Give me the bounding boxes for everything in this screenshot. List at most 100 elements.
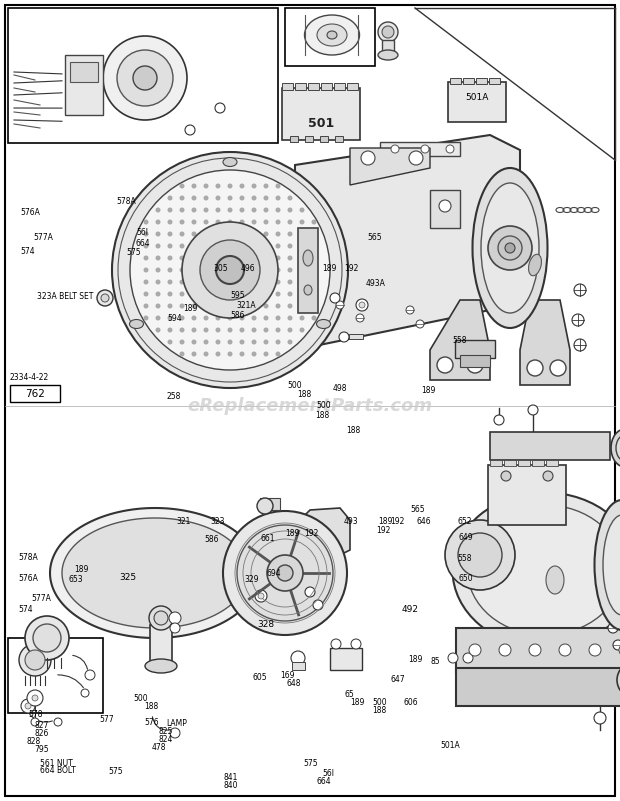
Circle shape xyxy=(275,207,280,212)
Bar xyxy=(476,78,487,84)
Circle shape xyxy=(391,145,399,153)
Circle shape xyxy=(488,226,532,270)
Text: 500: 500 xyxy=(316,400,331,409)
Circle shape xyxy=(167,328,172,332)
Bar xyxy=(298,228,318,313)
Circle shape xyxy=(228,340,232,344)
Circle shape xyxy=(572,314,584,326)
Circle shape xyxy=(617,662,620,698)
Text: 650: 650 xyxy=(459,574,474,583)
Circle shape xyxy=(275,244,280,248)
Circle shape xyxy=(252,183,257,188)
Polygon shape xyxy=(50,508,260,638)
Ellipse shape xyxy=(378,50,398,60)
Text: 496: 496 xyxy=(241,264,255,273)
Bar xyxy=(450,78,461,84)
Bar xyxy=(8,638,103,713)
Text: 169: 169 xyxy=(280,671,294,680)
Text: 189: 189 xyxy=(74,565,89,574)
Circle shape xyxy=(311,231,316,236)
Circle shape xyxy=(216,231,221,236)
Circle shape xyxy=(501,471,511,481)
Circle shape xyxy=(299,292,304,296)
Ellipse shape xyxy=(528,254,541,276)
Circle shape xyxy=(228,231,232,236)
Text: 478: 478 xyxy=(152,743,166,752)
Circle shape xyxy=(180,231,185,236)
Polygon shape xyxy=(430,300,490,380)
Circle shape xyxy=(81,689,89,697)
Circle shape xyxy=(275,183,280,188)
Circle shape xyxy=(239,304,244,308)
Circle shape xyxy=(252,244,257,248)
Circle shape xyxy=(613,640,620,650)
Text: 565: 565 xyxy=(410,505,425,513)
Text: 578: 578 xyxy=(28,710,42,719)
Circle shape xyxy=(228,304,232,308)
Text: 500: 500 xyxy=(372,698,387,707)
Bar xyxy=(10,385,60,402)
Circle shape xyxy=(252,207,257,212)
Text: 574: 574 xyxy=(19,605,33,614)
Circle shape xyxy=(167,207,172,212)
Circle shape xyxy=(216,256,244,284)
Circle shape xyxy=(180,256,185,260)
Text: 661: 661 xyxy=(260,534,275,543)
Text: 493: 493 xyxy=(344,517,359,525)
Circle shape xyxy=(574,339,586,351)
Text: 329: 329 xyxy=(245,575,259,584)
Circle shape xyxy=(499,644,511,656)
Circle shape xyxy=(156,256,161,260)
Circle shape xyxy=(192,304,197,308)
Text: 192: 192 xyxy=(391,517,405,525)
Circle shape xyxy=(203,207,208,212)
Circle shape xyxy=(200,240,260,300)
Circle shape xyxy=(19,644,51,676)
Text: 192: 192 xyxy=(376,526,391,535)
Circle shape xyxy=(239,340,244,344)
Ellipse shape xyxy=(453,493,620,647)
Circle shape xyxy=(143,268,149,272)
Circle shape xyxy=(156,244,161,248)
Circle shape xyxy=(378,22,398,42)
Text: 594: 594 xyxy=(167,314,182,323)
Circle shape xyxy=(264,352,268,356)
Circle shape xyxy=(239,316,244,320)
Text: 500: 500 xyxy=(133,694,148,703)
Circle shape xyxy=(275,195,280,200)
Circle shape xyxy=(264,304,268,308)
Polygon shape xyxy=(520,300,570,385)
Text: 323A BELT SET: 323A BELT SET xyxy=(37,292,94,300)
Bar xyxy=(320,136,328,142)
Text: 586: 586 xyxy=(205,535,219,544)
Polygon shape xyxy=(350,148,430,185)
Circle shape xyxy=(275,340,280,344)
Bar xyxy=(282,83,293,90)
Circle shape xyxy=(239,207,244,212)
Circle shape xyxy=(167,280,172,284)
Text: 189: 189 xyxy=(322,264,337,273)
Circle shape xyxy=(216,304,221,308)
Text: 578A: 578A xyxy=(19,553,38,562)
Circle shape xyxy=(299,280,304,284)
Ellipse shape xyxy=(145,659,177,673)
Text: 576A: 576A xyxy=(19,574,38,583)
Ellipse shape xyxy=(223,158,237,167)
Text: 578A: 578A xyxy=(117,197,136,206)
Ellipse shape xyxy=(611,429,620,467)
Circle shape xyxy=(167,316,172,320)
Ellipse shape xyxy=(304,285,312,295)
Bar xyxy=(456,668,620,706)
Bar xyxy=(504,460,516,466)
Bar xyxy=(460,355,490,367)
Bar xyxy=(334,83,345,90)
Circle shape xyxy=(494,415,504,425)
Circle shape xyxy=(543,471,553,481)
Bar xyxy=(532,460,544,466)
Circle shape xyxy=(180,292,185,296)
Circle shape xyxy=(180,268,185,272)
Text: 558: 558 xyxy=(457,554,471,563)
Circle shape xyxy=(203,316,208,320)
Bar xyxy=(518,460,530,466)
Circle shape xyxy=(54,718,62,726)
